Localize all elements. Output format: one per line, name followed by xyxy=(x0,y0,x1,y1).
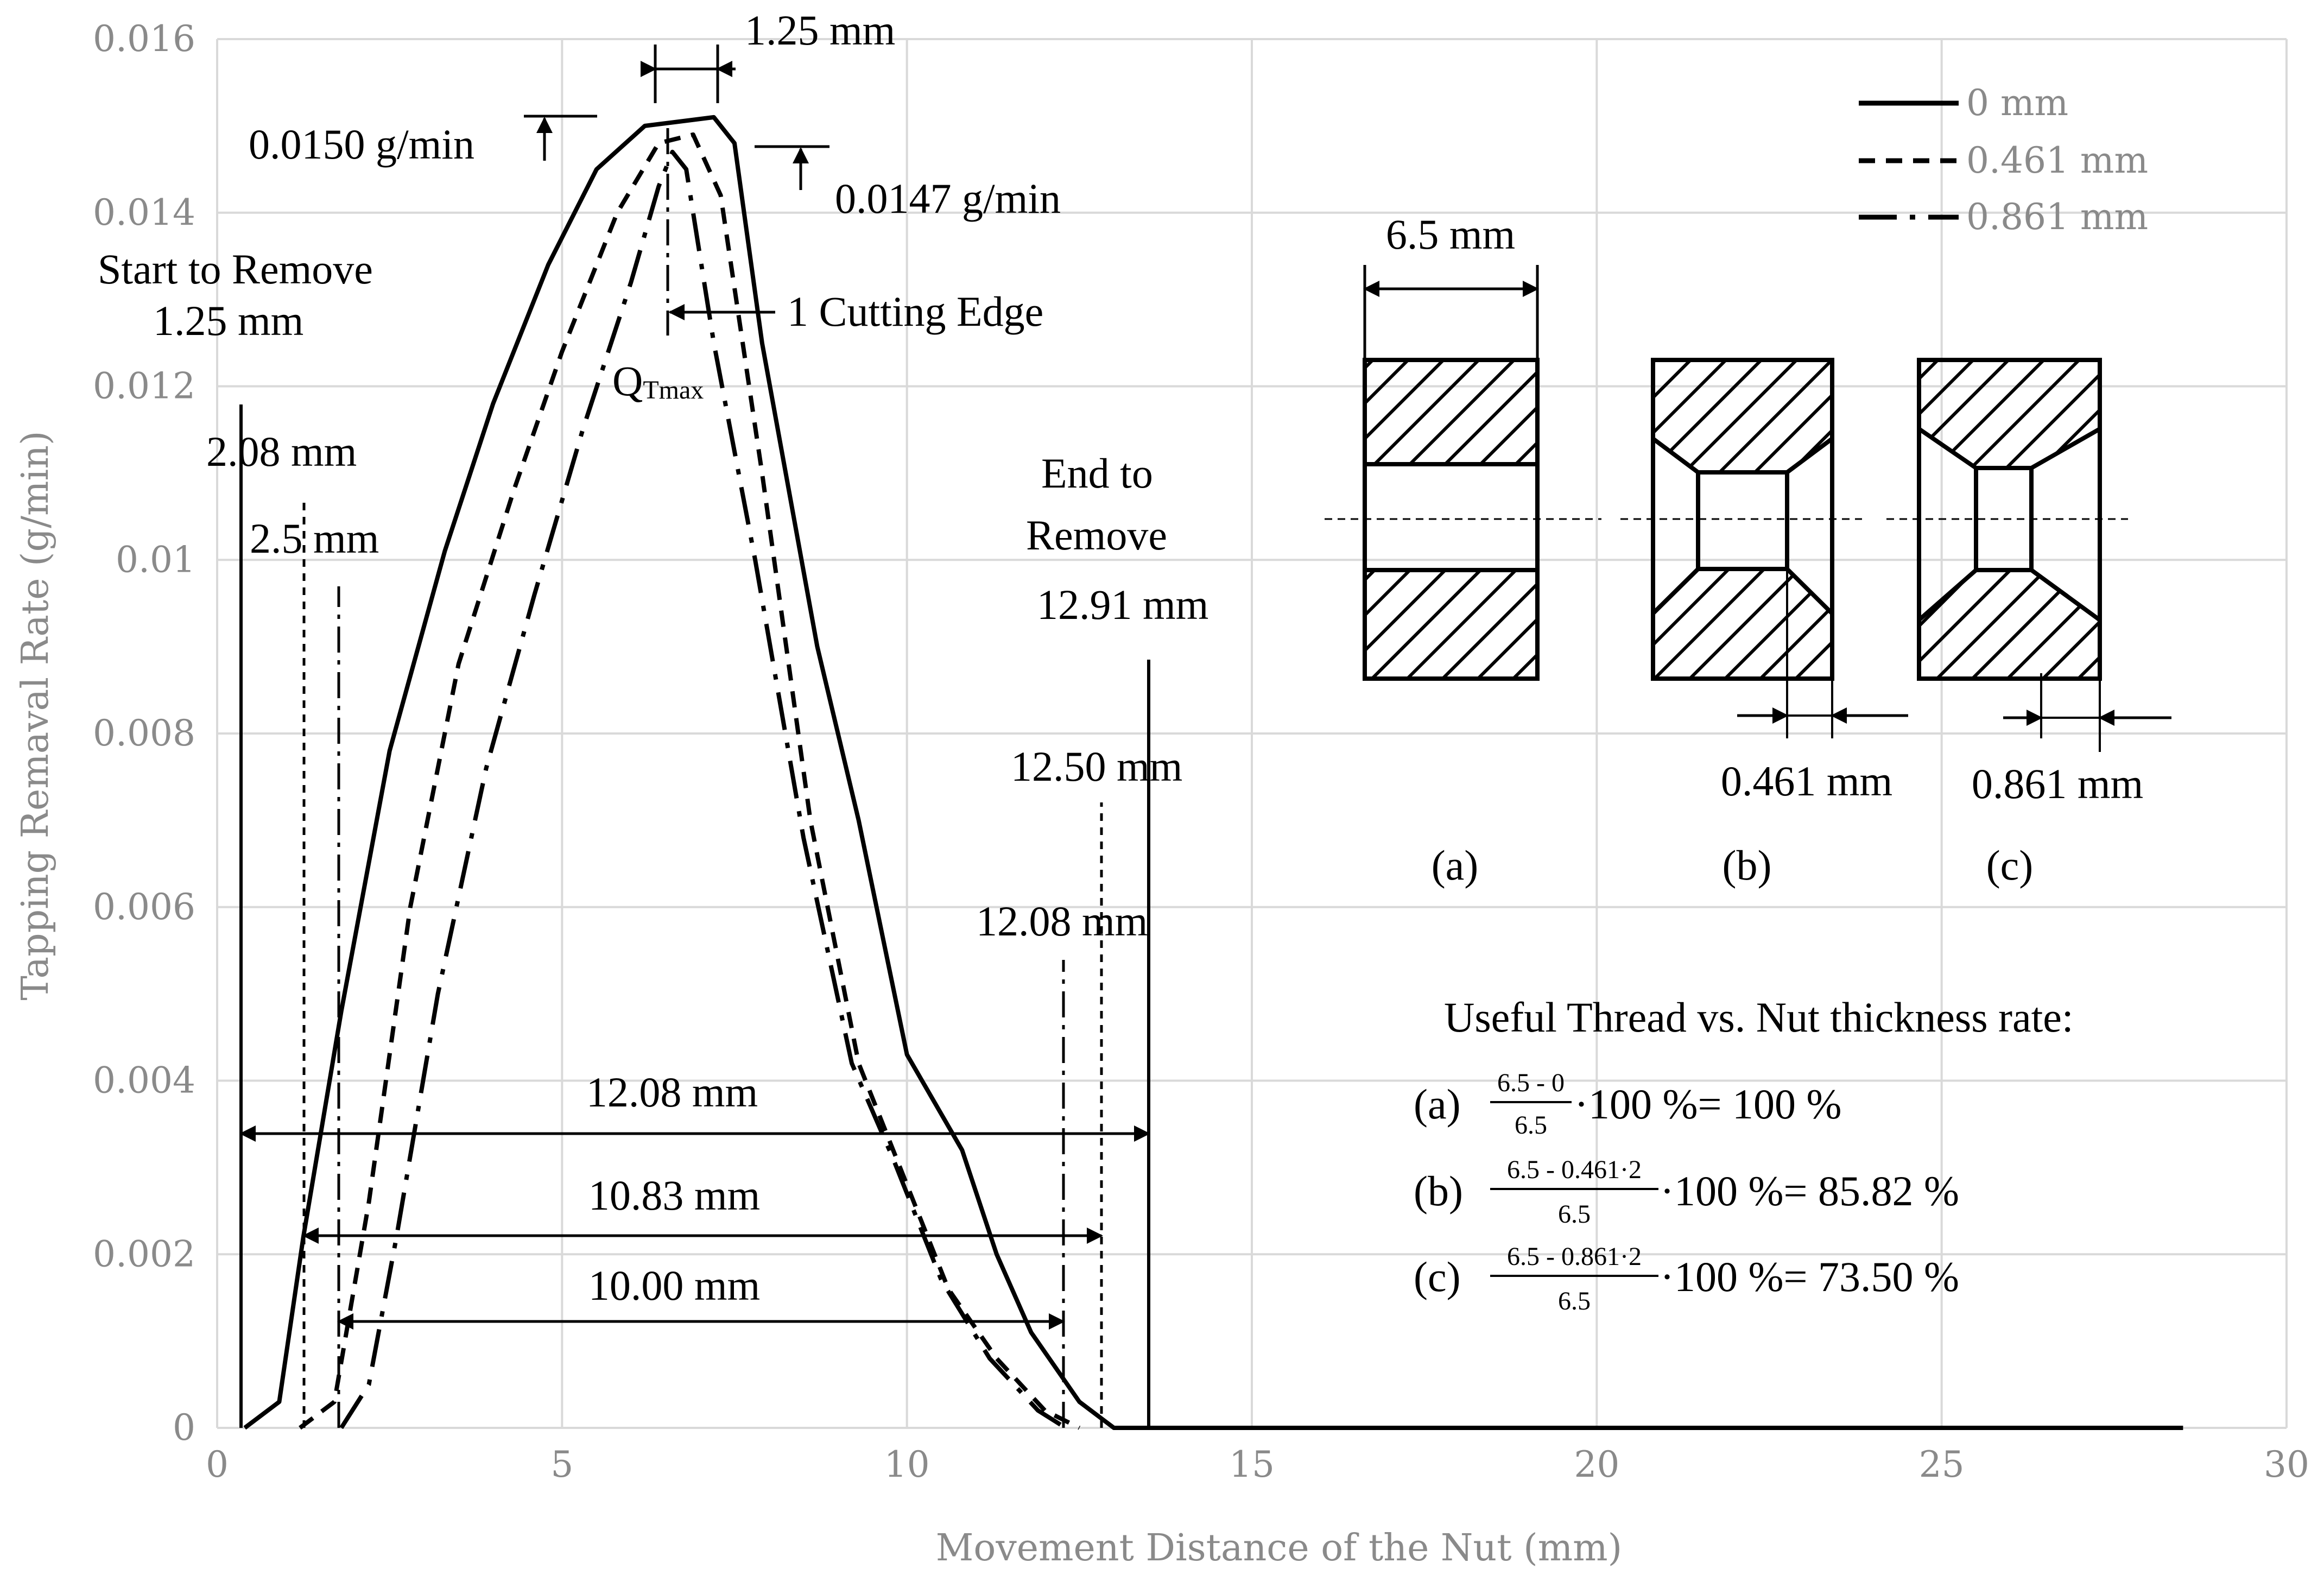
y-tick-label: 0.008 xyxy=(93,712,195,754)
legend-label-0: 0 mm xyxy=(1966,82,2068,124)
formula-title: Useful Thread vs. Nut thickness rate: xyxy=(1444,994,2074,1041)
peak-1-label: 0.0147 g/min xyxy=(835,175,1061,222)
nut-b-upper xyxy=(1651,358,1834,475)
legend: 0 mm 0.461 mm 0.861 mm xyxy=(1859,82,2148,238)
x-tick-label: 30 xyxy=(2264,1444,2309,1485)
series-line-1 xyxy=(299,132,1081,1430)
x-tick-label: 5 xyxy=(550,1444,573,1485)
formula-block: Useful Thread vs. Nut thickness rate: (a… xyxy=(1414,994,2074,1315)
nut-c-lower xyxy=(1917,568,2102,681)
marker-lines xyxy=(239,128,1150,1428)
nut-section-c: 0.861 mm (c) xyxy=(1917,358,2171,889)
inset-diagrams: 6.5 mm (a) 0.461 mm (b) xyxy=(1325,211,2171,889)
nut-b-caption: (b) xyxy=(1723,842,1772,889)
formula-b-rest: ·100 %= 85.82 % xyxy=(1660,1167,1959,1215)
legend-label-2: 0.861 mm xyxy=(1966,196,2148,238)
x-tick-label: 15 xyxy=(1229,1444,1275,1485)
nut-section-a: 6.5 mm (a) xyxy=(1363,211,1540,889)
formula-c-den: 6.5 xyxy=(1558,1287,1591,1315)
y-tick-label: 0.01 xyxy=(116,539,195,580)
y-tick-label: 0.016 xyxy=(93,18,195,60)
y-tick-label: 0.014 xyxy=(93,192,195,233)
qtmax-label: QTmax xyxy=(612,357,704,404)
span-12-08-label: 12.08 mm xyxy=(586,1068,758,1116)
nut-a-width-label: 6.5 mm xyxy=(1386,211,1515,258)
x-tick-label: 20 xyxy=(1574,1444,1619,1485)
end-12-91-label: 12.91 mm xyxy=(1037,581,1208,628)
formula-b-label: (b) xyxy=(1414,1167,1463,1215)
start-2-5-label: 2.5 mm xyxy=(250,515,379,562)
end-remove-line2: Remove xyxy=(1026,511,1167,559)
x-tick-label: 10 xyxy=(884,1444,930,1485)
nut-a-caption: (a) xyxy=(1432,842,1479,889)
peak-width-label: 1.25 mm xyxy=(745,7,895,54)
x-axis-ticks: 0 5 10 15 20 25 30 xyxy=(206,1444,2309,1485)
formula-a-num: 6.5 - 0 xyxy=(1497,1068,1565,1097)
series-line-2 xyxy=(339,149,1067,1430)
nut-b-lower xyxy=(1651,567,1834,681)
x-axis-title: Movement Distance of the Nut (mm) xyxy=(936,1527,1622,1570)
formula-a-den: 6.5 xyxy=(1515,1111,1547,1140)
nut-section-b: 0.461 mm (b) xyxy=(1651,358,1908,889)
y-tick-label: 0.002 xyxy=(93,1233,195,1275)
peak-0-label: 0.0150 g/min xyxy=(249,121,474,168)
y-tick-label: 0 xyxy=(173,1407,195,1449)
end-12-50-label: 12.50 mm xyxy=(1011,743,1182,790)
nut-b-dim-label: 0.461 mm xyxy=(1721,757,1892,805)
qtmax-sub: Tmax xyxy=(643,376,704,404)
formula-b-den: 6.5 xyxy=(1558,1200,1591,1229)
annotations: 1.25 mm 0.0150 g/min 0.0147 g/min Start … xyxy=(98,7,1208,1330)
end-12-08-label: 12.08 mm xyxy=(976,897,1148,945)
series-lines xyxy=(243,115,2183,1430)
span-10-83-label: 10.83 mm xyxy=(588,1172,760,1219)
start-remove-line1: Start to Remove xyxy=(98,245,373,293)
formula-a-label: (a) xyxy=(1414,1080,1461,1128)
qtmax-main: Q xyxy=(612,357,643,404)
y-tick-label: 0.006 xyxy=(93,886,195,928)
formula-b-num: 6.5 - 0.461·2 xyxy=(1507,1155,1642,1184)
formula-c-rest: ·100 %= 73.50 % xyxy=(1660,1253,1959,1300)
span-10-00-label: 10.00 mm xyxy=(588,1262,760,1309)
end-remove-line1: End to xyxy=(1041,450,1153,497)
start-2-08-label: 2.08 mm xyxy=(206,428,357,475)
nut-c-caption: (c) xyxy=(1986,842,2034,889)
formula-a-rest: ·100 %= 100 % xyxy=(1574,1080,1841,1128)
start-remove-line2: 1.25 mm xyxy=(153,297,303,344)
legend-label-1: 0.461 mm xyxy=(1966,140,2148,181)
nut-a-lower xyxy=(1363,568,1540,681)
nut-c-dim-label: 0.861 mm xyxy=(1972,760,2143,807)
series-line-0 xyxy=(243,115,2183,1430)
nut-a-upper xyxy=(1363,358,1540,466)
cutting-edge-label: 1 Cutting Edge xyxy=(787,288,1043,335)
gridlines xyxy=(216,38,2288,1429)
nut-c-upper xyxy=(1917,358,2102,470)
y-tick-label: 0.012 xyxy=(93,365,195,407)
y-axis-title: Tapping Remaval Rate (g/min) xyxy=(14,431,57,1000)
y-axis-ticks: 0 0.002 0.004 0.006 0.008 0.01 0.012 0.014 0.016 xyxy=(93,18,195,1449)
formula-c-label: (c) xyxy=(1414,1253,1461,1300)
x-tick-label: 25 xyxy=(1919,1444,1965,1485)
formula-c-num: 6.5 - 0.861·2 xyxy=(1507,1242,1642,1271)
x-tick-label: 0 xyxy=(206,1444,229,1485)
y-tick-label: 0.004 xyxy=(93,1060,195,1102)
